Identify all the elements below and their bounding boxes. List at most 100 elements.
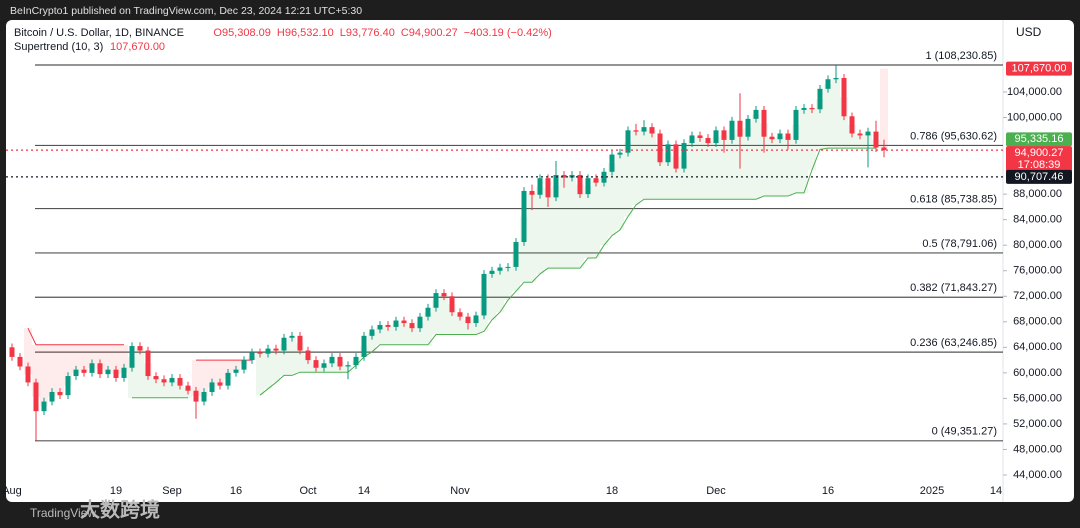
candle-body (49, 392, 55, 402)
y-tick-label: 68,000.00 (1013, 316, 1062, 328)
candle-body (497, 267, 503, 271)
candle-body (73, 369, 79, 377)
trend-fill (456, 314, 464, 335)
trend-fill (296, 343, 304, 373)
trend-fill (440, 294, 448, 335)
candle-body (641, 127, 647, 132)
trend-fill (408, 325, 416, 345)
candle-body (473, 315, 479, 324)
trend-fill (168, 380, 176, 398)
candle-body (417, 316, 423, 329)
candle-body (249, 352, 255, 361)
watermark: TradingView (30, 506, 96, 520)
candle-body (721, 130, 727, 140)
trend-fill (176, 381, 184, 398)
trend-fill (280, 344, 288, 376)
candle-body (425, 307, 431, 317)
fib-label: 1 (108,230.85) (925, 50, 997, 62)
trend-fill (832, 78, 840, 149)
ohlc-value: L93,776.40 (340, 27, 395, 39)
candle-body (697, 135, 703, 138)
fib-label: 0.618 (85,738.85) (910, 193, 997, 205)
x-tick-label: 18 (606, 485, 618, 497)
trend-fill (792, 124, 800, 193)
supertrend-line (132, 147, 876, 399)
chart-title: Bitcoin / U.S. Dollar, 1D, BINANCE (14, 27, 184, 39)
y-tick-label: 88,000.00 (1013, 188, 1062, 200)
trend-fill (688, 139, 696, 200)
x-tick-label: Oct (299, 485, 316, 497)
trend-fill (448, 304, 456, 335)
y-tick-label: 56,000.00 (1013, 392, 1062, 404)
candle-body (441, 293, 447, 297)
trend-fill (392, 323, 400, 345)
trend-fill (128, 356, 136, 398)
candle-body (393, 320, 399, 327)
trend-fill (776, 136, 784, 197)
candle-body (305, 350, 311, 361)
x-tick-label: 14 (358, 485, 370, 497)
trend-fill (504, 267, 512, 301)
countdown: 17:08:39 (1018, 159, 1061, 171)
candle-body (137, 346, 143, 351)
fib-label: 0.786 (95,630.62) (910, 130, 997, 142)
trend-fill (680, 155, 688, 200)
candle-body (369, 329, 375, 336)
y-tick-label: 104,000.00 (1007, 86, 1062, 98)
candle-body (105, 369, 111, 375)
candle-body (169, 377, 175, 383)
trend-fill (192, 360, 200, 397)
candle-body (329, 356, 335, 364)
candle-body (673, 144, 679, 169)
candle-body (873, 131, 879, 148)
candle-body (361, 335, 367, 357)
candle-body (9, 347, 15, 357)
candle-body (185, 385, 191, 391)
candle-body (257, 352, 263, 354)
candle-body (841, 77, 847, 117)
candle-body (689, 135, 695, 144)
y-tick-label: 60,000.00 (1013, 367, 1062, 379)
trend-fill (632, 130, 640, 205)
panel (6, 20, 1074, 502)
trend-fill (720, 135, 728, 200)
trend-fill (48, 344, 56, 397)
candle-body (385, 324, 391, 327)
trend-fill (648, 130, 656, 200)
y-tick-label: 48,000.00 (1013, 443, 1062, 455)
trend-fill (288, 336, 296, 376)
candle-body (545, 178, 551, 198)
price-label-box (1006, 61, 1072, 76)
candle-body (833, 77, 839, 80)
price-label: 107,670.00 (1011, 62, 1066, 74)
candle-body (265, 348, 271, 354)
trend-fill (528, 192, 536, 283)
trend-fill (376, 327, 384, 345)
candle-body (753, 109, 759, 119)
trend-fill (760, 123, 768, 197)
candle-body (577, 174, 583, 195)
candle-body (321, 363, 327, 368)
candle-body (97, 363, 103, 375)
trend-fill (400, 321, 408, 345)
candle-body (489, 270, 495, 274)
candle-body (297, 335, 303, 351)
trend-fill (56, 344, 64, 394)
trend-fill (704, 140, 712, 200)
trend-fill (96, 344, 104, 369)
candle-body (881, 147, 887, 151)
candle-body (777, 133, 783, 140)
candle-body (289, 335, 295, 338)
candle-body (465, 316, 471, 324)
candle-body (713, 130, 719, 144)
y-tick-label: 64,000.00 (1013, 341, 1062, 353)
candle-body (401, 320, 407, 324)
trend-fill (112, 344, 120, 374)
trend-fill (560, 176, 568, 269)
candle-body (57, 392, 63, 396)
fib-label: 0.236 (63,246.85) (910, 337, 997, 349)
trend-fill (144, 363, 152, 398)
candle-body (633, 130, 639, 132)
candle-body (433, 293, 439, 308)
candle-body (649, 127, 655, 134)
